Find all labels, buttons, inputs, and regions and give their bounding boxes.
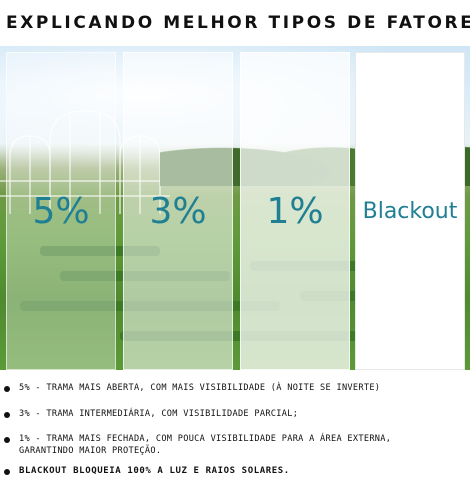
legend-text: BLACKOUT BLOQUEIA 100% A LUZ E RAIOS SOL… (19, 466, 290, 476)
panel-label: 5% (32, 190, 90, 232)
panel-label: 3% (149, 190, 207, 232)
legend-text: 1% - TRAMA MAIS FECHADA, COM POUCA VISIB… (19, 434, 392, 456)
page-title: EXPLICANDO MELHOR TIPOS DE FATORES (6, 13, 470, 33)
list-item: 3% - TRAMA INTERMEDIÁRIA, COM VISIBILIDA… (4, 408, 466, 420)
panel-label: 1% (266, 190, 324, 232)
list-item: 5% - TRAMA MAIS ABERTA, COM MAIS VISIBIL… (4, 382, 466, 394)
bullet-icon (4, 412, 10, 418)
list-item: BLACKOUT BLOQUEIA 100% A LUZ E RAIOS SOL… (4, 465, 466, 477)
hedge (40, 246, 160, 256)
fabric-panel-3-percent: 3% (123, 52, 233, 370)
legend-text: 5% - TRAMA MAIS ABERTA, COM MAIS VISIBIL… (19, 383, 381, 393)
bullet-icon (4, 437, 10, 443)
panel-label: Blackout (362, 198, 458, 224)
list-item: 1% - TRAMA MAIS FECHADA, COM POUCA VISIB… (4, 433, 466, 457)
fabric-panel-blackout: Blackout (355, 52, 465, 370)
bullet-icon (4, 469, 10, 475)
bullet-icon (4, 386, 10, 392)
fabric-panel-1-percent: 1% (240, 52, 350, 370)
legend-text: 3% - TRAMA INTERMEDIÁRIA, COM VISIBILIDA… (19, 409, 299, 419)
fabric-panel-5-percent: 5% (6, 52, 116, 370)
